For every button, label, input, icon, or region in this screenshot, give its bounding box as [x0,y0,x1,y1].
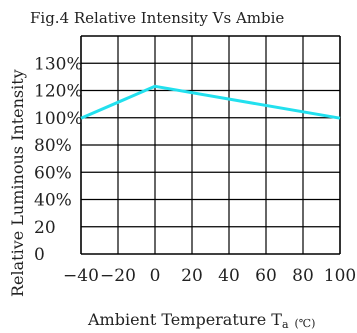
y-tick-label: 80% [34,136,72,156]
x-tick-labels: −40 −20 0 20 40 60 80 100 [63,266,356,286]
grid [80,35,341,255]
x-tick-label: 80 [292,266,314,286]
y-axis-label: Relative Luminous Intensity [8,69,27,297]
x-tick-label: 60 [255,266,277,286]
y-tick-label: 60% [34,163,72,183]
y-tick-label: 0 [34,245,45,265]
x-axis-label-unit: (℃) [295,317,316,330]
x-tick-label: 20 [181,266,203,286]
x-axis-label: Ambient Temperature Ta (℃) [87,310,315,331]
series-line [80,84,341,120]
x-tick-label: 100 [324,266,356,286]
series-layer [80,84,341,120]
y-tick-label: 40% [34,191,72,211]
y-tick-label: 20 [34,218,56,238]
y-tick-labels: 0 20 40% 60% 80% 100% 120% 130% [34,54,83,265]
y-tick-label: 100% [34,109,83,129]
x-tick-label: −20 [100,266,136,286]
x-tick-label: 0 [150,266,161,286]
x-axis-label-main: Ambient Temperature T [87,310,282,329]
chart-title: Fig.4 Relative Intensity Vs Ambie [30,9,284,27]
y-tick-label: 120% [34,82,83,102]
x-axis-label-subscript: a [282,318,289,331]
y-tick-label: 130% [34,54,83,74]
x-tick-label: −40 [63,266,99,286]
x-tick-label: 40 [218,266,240,286]
